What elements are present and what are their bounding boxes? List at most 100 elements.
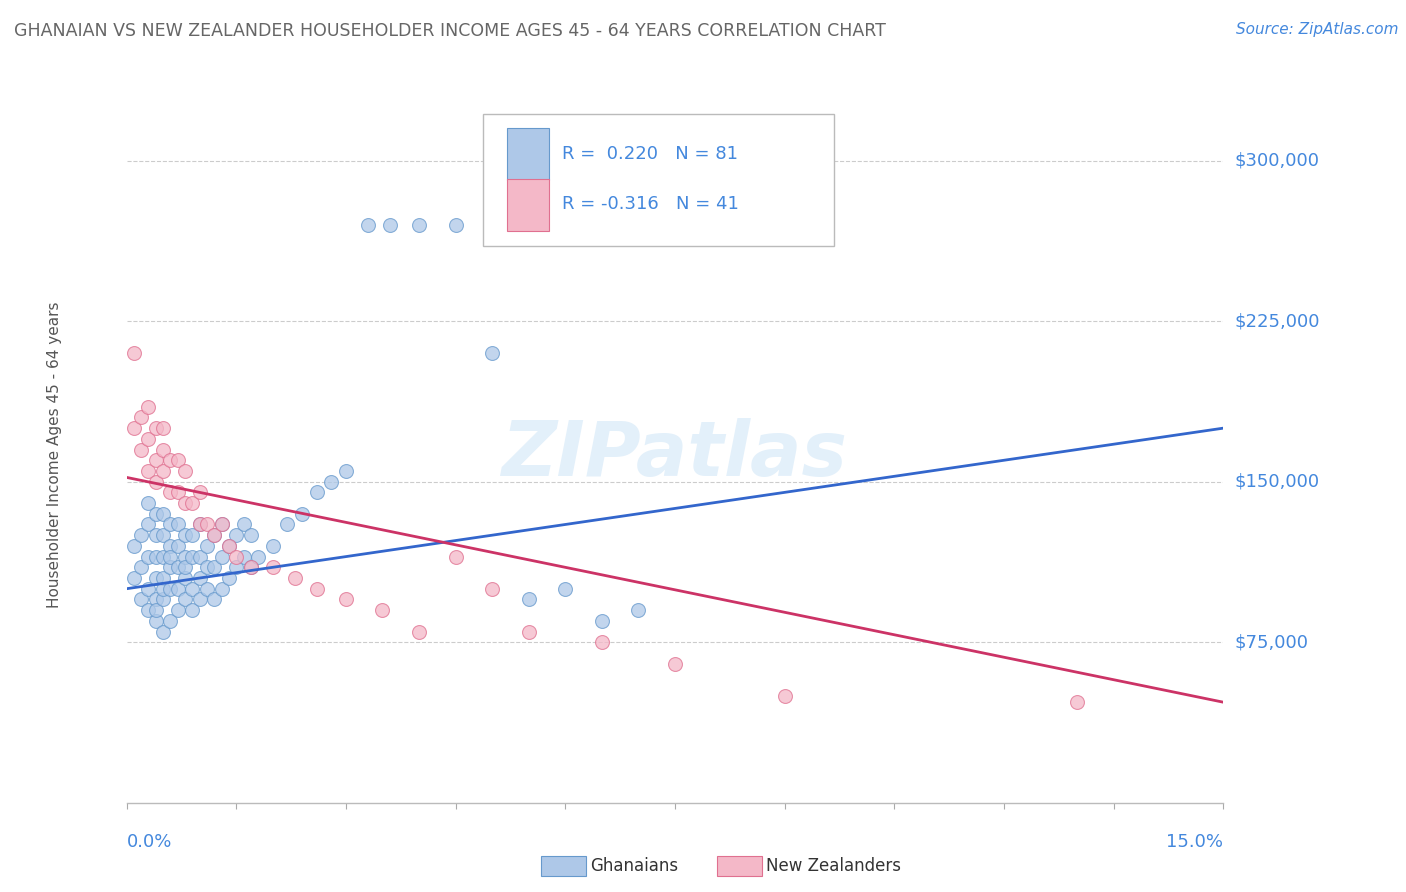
Point xyxy=(321,475,343,489)
Point xyxy=(202,592,225,607)
Point xyxy=(145,614,167,628)
Point xyxy=(202,560,225,574)
Point xyxy=(145,421,167,435)
Point xyxy=(159,453,181,467)
Text: $150,000: $150,000 xyxy=(1234,473,1319,491)
Point xyxy=(444,549,467,564)
Point xyxy=(166,453,188,467)
Point xyxy=(138,464,160,478)
Point xyxy=(138,549,160,564)
Point xyxy=(145,475,167,489)
Point xyxy=(138,432,160,446)
Text: 0.0%: 0.0% xyxy=(127,833,172,851)
Point xyxy=(591,614,613,628)
Point xyxy=(239,528,262,542)
Point xyxy=(174,549,197,564)
Point xyxy=(211,517,233,532)
Point xyxy=(166,517,188,532)
Point xyxy=(122,571,145,585)
Point xyxy=(129,560,152,574)
Point xyxy=(122,421,145,435)
Point xyxy=(225,528,247,542)
Point xyxy=(195,582,218,596)
Text: Source: ZipAtlas.com: Source: ZipAtlas.com xyxy=(1236,22,1399,37)
Point xyxy=(211,517,233,532)
Point xyxy=(181,582,204,596)
Point xyxy=(159,517,181,532)
Point xyxy=(152,592,174,607)
Point xyxy=(378,218,401,232)
Point xyxy=(152,624,174,639)
Point xyxy=(145,528,167,542)
Point xyxy=(1066,695,1088,709)
Point xyxy=(181,549,204,564)
Text: $300,000: $300,000 xyxy=(1234,152,1319,169)
Point xyxy=(591,635,613,649)
Point xyxy=(159,549,181,564)
Point xyxy=(138,603,160,617)
Point xyxy=(152,549,174,564)
Point xyxy=(444,218,467,232)
Point xyxy=(211,582,233,596)
Point xyxy=(159,614,181,628)
Point xyxy=(188,549,211,564)
Point xyxy=(129,442,152,457)
Point xyxy=(188,485,211,500)
Point xyxy=(166,603,188,617)
Point xyxy=(408,624,430,639)
Point xyxy=(129,592,152,607)
Text: Ghanaians: Ghanaians xyxy=(591,857,679,875)
Point xyxy=(554,582,576,596)
Point xyxy=(138,582,160,596)
Text: Householder Income Ages 45 - 64 years: Householder Income Ages 45 - 64 years xyxy=(46,301,62,608)
Point xyxy=(166,582,188,596)
Point xyxy=(202,528,225,542)
Point xyxy=(166,485,188,500)
Point xyxy=(195,560,218,574)
Point xyxy=(305,485,328,500)
Point xyxy=(218,571,240,585)
Point xyxy=(129,528,152,542)
Point xyxy=(152,421,174,435)
Point xyxy=(152,528,174,542)
Point xyxy=(174,560,197,574)
Point xyxy=(174,571,197,585)
Point xyxy=(159,582,181,596)
Point xyxy=(357,218,380,232)
Point xyxy=(138,496,160,510)
Point xyxy=(262,560,284,574)
Point xyxy=(188,571,211,585)
Bar xyxy=(508,178,548,231)
Point xyxy=(152,507,174,521)
Point xyxy=(225,560,247,574)
Point xyxy=(371,603,394,617)
Text: $75,000: $75,000 xyxy=(1234,633,1309,651)
Point xyxy=(138,400,160,414)
Point xyxy=(188,517,211,532)
Point xyxy=(152,442,174,457)
Point xyxy=(138,517,160,532)
Text: 15.0%: 15.0% xyxy=(1166,833,1223,851)
Point xyxy=(145,603,167,617)
Point xyxy=(159,485,181,500)
Point xyxy=(181,528,204,542)
Point xyxy=(247,549,270,564)
Point xyxy=(218,539,240,553)
Point xyxy=(195,517,218,532)
Point xyxy=(232,549,254,564)
Point xyxy=(335,464,357,478)
Point xyxy=(335,592,357,607)
Point xyxy=(159,539,181,553)
Point xyxy=(188,592,211,607)
Point xyxy=(122,539,145,553)
Point xyxy=(305,582,328,596)
Point xyxy=(262,539,284,553)
Text: New Zealanders: New Zealanders xyxy=(766,857,901,875)
Bar xyxy=(508,128,548,180)
Point xyxy=(152,582,174,596)
Point xyxy=(517,592,540,607)
Point xyxy=(181,603,204,617)
Point xyxy=(627,603,650,617)
Point xyxy=(152,464,174,478)
Point xyxy=(195,539,218,553)
